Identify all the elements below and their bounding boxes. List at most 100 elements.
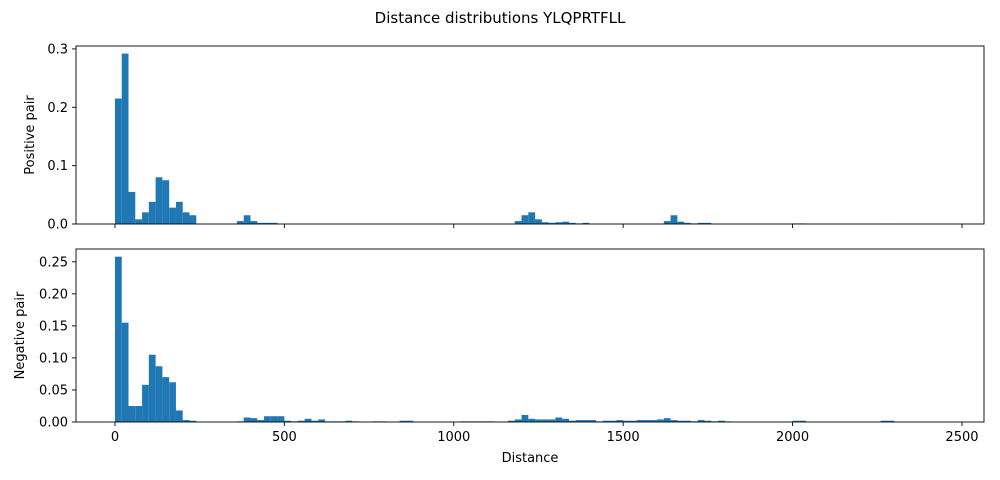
histogram-bar [142, 384, 149, 422]
histogram-bar [148, 201, 156, 224]
y-tick-label: 0.15 [39, 319, 68, 334]
y-tick-label: 0.10 [39, 351, 68, 366]
histogram-bar [602, 420, 610, 422]
y-tick-label: 0.05 [39, 383, 68, 398]
histogram-bar [568, 420, 576, 422]
histogram-bar [704, 222, 712, 224]
histogram-bar [643, 420, 651, 422]
histogram-bar [541, 419, 549, 422]
histogram-bar [162, 377, 170, 422]
histogram-bar [535, 219, 542, 224]
y-tick-label: 0.0 [47, 218, 68, 233]
histogram-bar [663, 418, 671, 422]
histogram-bar [277, 416, 285, 422]
histogram-bar [175, 410, 183, 422]
histogram-bar [243, 417, 251, 422]
histogram-bar [128, 191, 136, 224]
x-tick-label: 500 [272, 430, 297, 445]
y-tick-label: 0.25 [39, 255, 68, 270]
histogram-bar [311, 420, 319, 422]
histogram-bar [697, 420, 705, 422]
histogram-bar [541, 222, 549, 224]
histogram-bar [406, 420, 414, 422]
histogram-bar [264, 416, 271, 422]
histogram-bar [135, 219, 143, 224]
histogram-bar [114, 98, 122, 224]
histogram-bar [182, 212, 190, 224]
histogram-bar [887, 420, 895, 422]
histogram-bar [629, 420, 637, 422]
histogram-bar [568, 222, 576, 224]
histogram-bar [521, 414, 529, 422]
histogram-bar [555, 417, 563, 422]
histogram-bar [528, 418, 536, 422]
x-tick-label: 1000 [437, 430, 470, 445]
histogram-bar [182, 420, 190, 422]
histogram-bar [684, 420, 691, 422]
chart-title: Distance distributions YLQPRTFLL [375, 9, 626, 27]
histogram-bar [514, 221, 522, 224]
histogram-bar [189, 420, 197, 422]
histogram-bar [257, 420, 265, 422]
histogram-bar [514, 419, 522, 422]
histogram-bar [609, 420, 617, 422]
histogram-bar [304, 418, 312, 422]
histogram-bar [677, 420, 685, 422]
axes-frame [75, 45, 985, 225]
histogram-bar [535, 419, 542, 422]
y-tick-label: 0.20 [39, 287, 68, 302]
histogram-bar [562, 221, 569, 224]
histogram-bar [704, 420, 712, 422]
histogram-bar [121, 322, 129, 422]
y-tick-label: 0.3 [47, 42, 68, 57]
histogram-bar [657, 419, 664, 422]
x-axis-label: Distance [502, 451, 559, 466]
histogram-bar [318, 419, 326, 422]
histogram-bar [582, 420, 590, 422]
histogram-bar [250, 418, 258, 422]
histogram-bar [880, 420, 888, 422]
histogram-bar [243, 215, 251, 224]
histogram-bar [297, 420, 305, 422]
histogram-bar [250, 221, 258, 224]
histogram-bar [562, 418, 569, 422]
histogram-bar [142, 212, 149, 224]
histogram-bar [148, 354, 156, 422]
histogram-bar [155, 366, 163, 422]
histogram-bar [162, 180, 170, 224]
histogram-bar [623, 420, 630, 422]
histogram-bar [663, 221, 671, 224]
x-tick-label: 1500 [607, 430, 640, 445]
y-tick-label: 0.2 [47, 101, 68, 116]
histogram-bar [650, 420, 658, 422]
x-tick-label: 2000 [776, 430, 809, 445]
y-axis-label: Negative pair [13, 291, 28, 379]
histogram-bar [189, 215, 197, 224]
histogram-bar [270, 222, 278, 224]
x-tick-label: 0 [111, 430, 119, 445]
histogram-bar [270, 416, 278, 422]
histogram-bar [257, 222, 265, 224]
histogram-bar [264, 222, 271, 224]
histogram-bar [548, 419, 556, 422]
bars [114, 256, 895, 422]
axes-frame [75, 248, 985, 423]
x-tick-label: 2500 [945, 430, 978, 445]
histogram-bar [697, 222, 705, 224]
y-tick-label: 0.1 [47, 159, 68, 174]
histogram-bar [399, 420, 407, 422]
histogram-bar [548, 222, 556, 224]
histogram-bar [175, 201, 183, 224]
histogram-bar [799, 420, 807, 422]
histogram-bar [528, 212, 536, 224]
histogram-bar [677, 221, 685, 224]
histogram-bar [792, 420, 800, 422]
histogram-bar [155, 177, 163, 224]
histogram-bar [684, 222, 691, 224]
histogram-bar [284, 420, 292, 422]
histogram-bar [718, 420, 725, 422]
histogram-bar [670, 420, 678, 422]
histogram-bar [582, 222, 590, 224]
